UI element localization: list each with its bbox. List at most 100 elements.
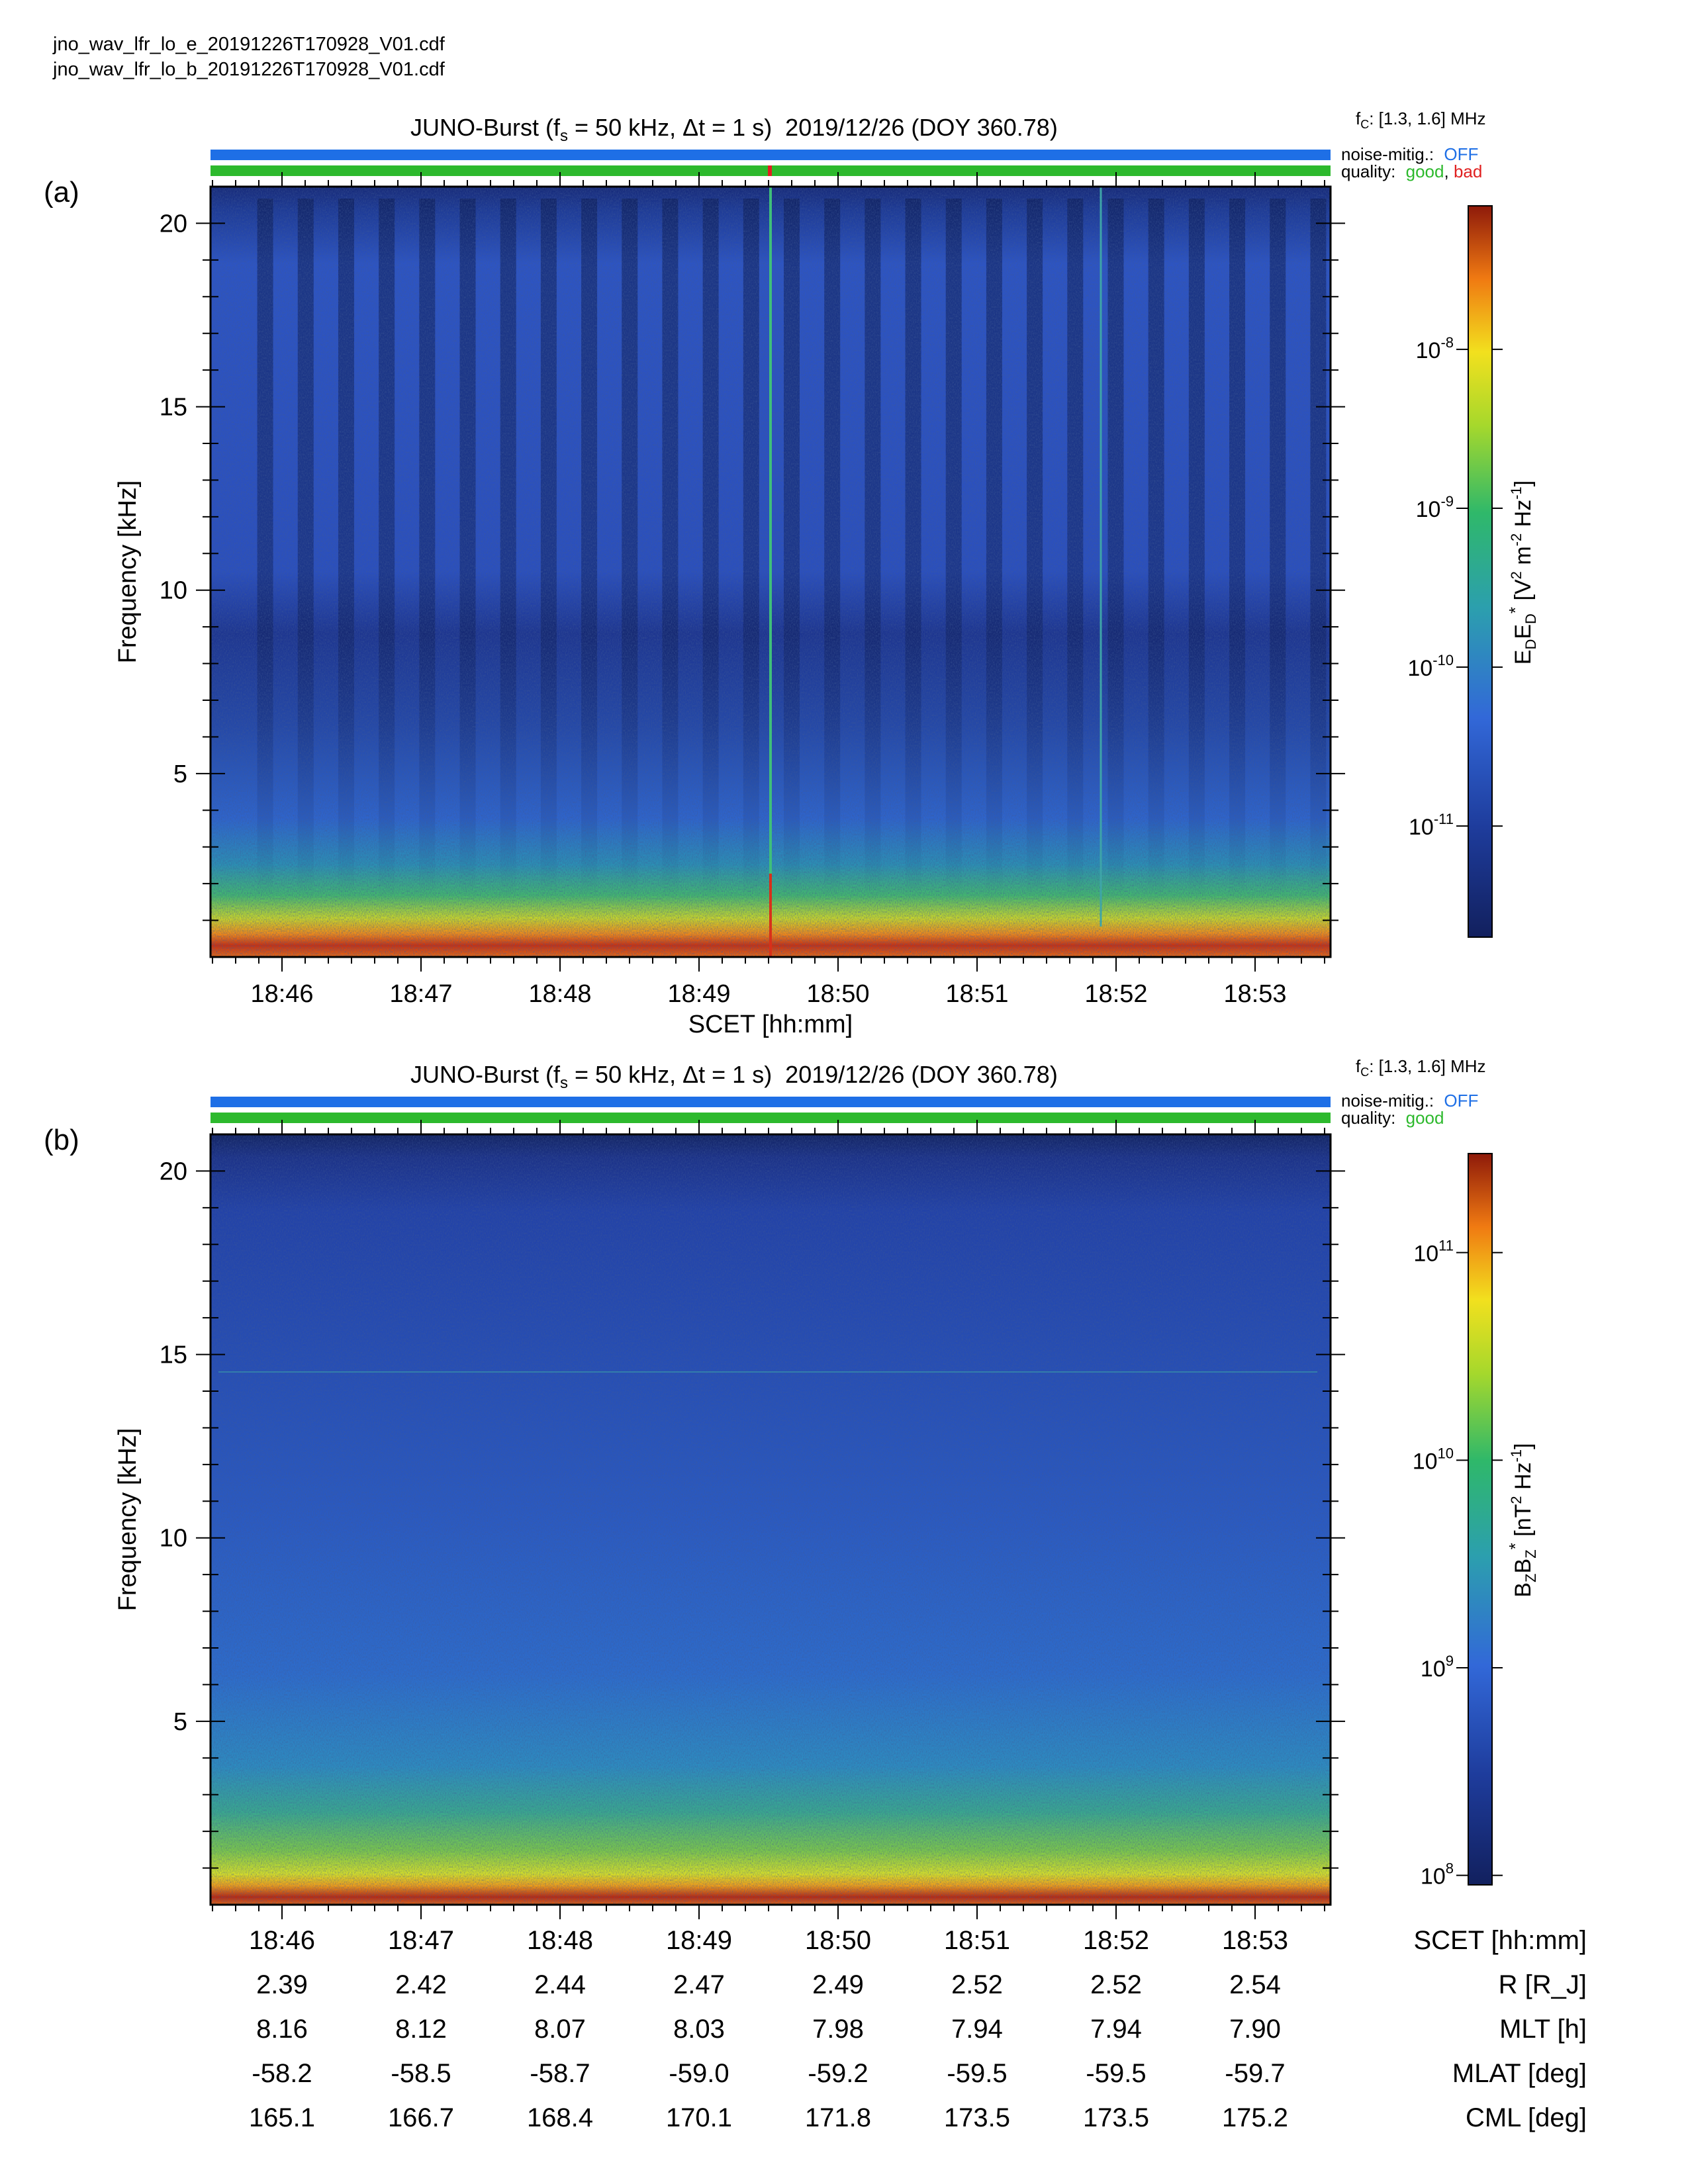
panel-b-quality-bar xyxy=(211,1113,1331,1123)
panel-a-y-axis-label: Frequency [kHz] xyxy=(114,480,142,664)
x-tick-label: 18:47 xyxy=(389,980,452,1008)
x-tick-label: 18:53 xyxy=(1223,980,1286,1008)
quality-bad-label: bad xyxy=(1453,161,1483,181)
ephemeris-value: -59.0 xyxy=(669,2059,729,2088)
ephemeris-value: 18:52 xyxy=(1082,1926,1150,1955)
ephemeris-row: 18:46 18:47 18:48 18:49 18:50 18:51 18:52 18:53… xyxy=(0,1926,1688,1966)
ephemeris-value: 18:46 xyxy=(248,1926,316,1955)
panel-a-colorbar-ticks: 10-8 10-9 10-10 10-11 xyxy=(1407,334,1503,840)
x-tick-label: 18:52 xyxy=(1084,980,1147,1008)
ephemeris-value: 173.5 xyxy=(943,2103,1011,2132)
panel-a-colorbar-bar xyxy=(1468,205,1493,938)
ephemeris-row: 165.1 166.7 168.4 170.1 171.8 173.5 173.5 175.2… xyxy=(0,2103,1688,2143)
panel-b-noise-legend: noise-mitig.: OFF xyxy=(1341,1091,1478,1111)
panel-a-fc-label: fC: [1.3, 1.6] MHz xyxy=(1356,109,1486,132)
ephemeris-value: 7.94 xyxy=(951,2015,1003,2044)
panel-b-plot: 5 10 15 20 xyxy=(160,1120,1345,1919)
noise-mitig-label: noise-mitig.: xyxy=(1341,1091,1434,1111)
panel-a-noise-legend: noise-mitig.: OFF xyxy=(1341,144,1478,165)
colorbar-tick-label: 10-10 xyxy=(1407,652,1454,681)
ephemeris-row-label: MLAT [deg] xyxy=(1452,2059,1587,2088)
ephemeris-table: 18:46 18:47 18:48 18:49 18:50 18:51 18:52 18:53… xyxy=(0,1926,1688,2151)
ephemeris-value: 2.42 xyxy=(395,1970,447,1999)
ephemeris-value: 2.49 xyxy=(812,1970,864,1999)
panel-a-axes: 5 10 15 20 18:46 18:47 18:48 18:49 18:50 18:51 18:… xyxy=(160,172,1345,1008)
panel-a-bad-quality-marker xyxy=(768,165,772,176)
x-tick-label: 18:48 xyxy=(528,980,591,1008)
panel-b-quality-legend: quality: good xyxy=(1341,1108,1444,1128)
ephemeris-row-label: R [R_J] xyxy=(1498,1970,1587,1999)
ephemeris-value: 18:47 xyxy=(387,1926,455,1955)
noise-mitig-value: OFF xyxy=(1444,144,1479,164)
ephemeris-value: 18:50 xyxy=(804,1926,872,1955)
panel-a-colorbar-label: EDED* [V2 m-2 Hz-1] xyxy=(1505,480,1539,664)
y-tick-label: 10 xyxy=(160,577,187,605)
ephemeris-value: 18:49 xyxy=(665,1926,733,1955)
x-tick-label: 18:49 xyxy=(667,980,730,1008)
ephemeris-row: 8.16 8.12 8.07 8.03 7.98 7.94 7.94 7.90 MLT [h] xyxy=(0,2015,1688,2054)
ephemeris-value: 7.94 xyxy=(1090,2015,1142,2044)
colorbar-tick-label: 10-11 xyxy=(1409,811,1454,840)
ephemeris-value: 7.98 xyxy=(812,2015,864,2044)
y-tick-label: 5 xyxy=(173,1708,187,1736)
panel-b-frame xyxy=(209,1133,1332,1906)
ephemeris-value: -59.7 xyxy=(1225,2059,1286,2088)
y-tick-label: 10 xyxy=(160,1525,187,1553)
quality-separator: , xyxy=(1444,161,1449,181)
quality-label: quality: xyxy=(1341,161,1396,181)
panel-a-colorbar: 10-8 10-9 10-10 10-11 xyxy=(1407,205,1503,938)
ephemeris-value: 165.1 xyxy=(248,2103,316,2132)
y-tick-label: 15 xyxy=(160,1342,187,1369)
panel-a-label: (a) xyxy=(44,176,79,208)
ephemeris-value: 18:51 xyxy=(943,1926,1011,1955)
ephemeris-value: 8.12 xyxy=(395,2015,447,2044)
colorbar-tick-label: 10-9 xyxy=(1416,493,1454,522)
y-tick-label: 15 xyxy=(160,394,187,422)
ephemeris-row-label: MLT [h] xyxy=(1499,2015,1587,2044)
ephemeris-value: 7.90 xyxy=(1229,2015,1281,2044)
panel-a-title: JUNO-Burst (fs = 50 kHz, Δt = 1 s) 2019/… xyxy=(410,114,1058,146)
panel-a-quality-bar xyxy=(211,165,1331,176)
colorbar-tick-label: 1010 xyxy=(1413,1445,1454,1474)
panel-b-noise-bar xyxy=(211,1097,1331,1107)
ephemeris-value: 2.54 xyxy=(1229,1970,1281,1999)
noise-mitig-value: OFF xyxy=(1444,1091,1479,1111)
y-tick-label: 20 xyxy=(160,210,187,238)
colorbar-tick-label: 10-8 xyxy=(1416,334,1454,363)
ephemeris-value: -58.2 xyxy=(252,2059,312,2088)
panel-b-label: (b) xyxy=(44,1124,79,1156)
colorbar-tick-label: 108 xyxy=(1421,1860,1454,1889)
panel-b-y-axis-label: Frequency [kHz] xyxy=(114,1428,142,1612)
ephemeris-value: 18:48 xyxy=(526,1926,594,1955)
panel-b-title: JUNO-Burst (fs = 50 kHz, Δt = 1 s) 2019/… xyxy=(410,1061,1058,1093)
panel-b-colorbar-label: BZBZ* [nT2 Hz-1] xyxy=(1505,1443,1539,1597)
colorbar-tick-label: 1011 xyxy=(1413,1238,1454,1267)
ephemeris-value: 8.03 xyxy=(673,2015,725,2044)
ephemeris-value: 170.1 xyxy=(665,2103,733,2132)
panel-b-colorbar-bar xyxy=(1468,1153,1493,1886)
svg-text:EDED* [V2 m-2 Hz-1]: EDED* [V2 m-2 Hz-1] xyxy=(1505,480,1539,664)
ephemeris-row: -58.2 -58.5 -58.7 -59.0 -59.2 -59.5 -59.5 -59.7… xyxy=(0,2059,1688,2099)
ephemeris-value: 2.52 xyxy=(951,1970,1003,1999)
ephemeris-value: 175.2 xyxy=(1221,2103,1289,2132)
ephemeris-row-label: SCET [hh:mm] xyxy=(1413,1926,1587,1955)
ephemeris-row-label: CML [deg] xyxy=(1465,2103,1587,2132)
y-tick-label: 5 xyxy=(173,760,187,788)
ephemeris-value: -59.5 xyxy=(1086,2059,1147,2088)
panel-b-axes: 5 10 15 20 xyxy=(160,1120,1345,1919)
quality-good-label: good xyxy=(1405,1108,1444,1128)
ephemeris-value: 18:53 xyxy=(1221,1926,1289,1955)
x-tick-label: 18:51 xyxy=(945,980,1008,1008)
panel-a-plot: 5 10 15 20 18:46 18:47 18:48 18:49 18:50 18:51 18:… xyxy=(160,172,1345,1008)
panel-a-frame xyxy=(209,185,1332,958)
panel-a-quality-legend: quality: good, bad xyxy=(1341,161,1482,182)
ephemeris-value: -58.7 xyxy=(530,2059,590,2088)
panel-b-colorbar: 1011 1010 109 108 xyxy=(1413,1153,1503,1889)
ephemeris-value: 2.44 xyxy=(534,1970,586,1999)
colorbar-tick-label: 109 xyxy=(1421,1653,1454,1682)
panel-a-x-axis-label: SCET [hh:mm] xyxy=(688,1011,853,1038)
ephemeris-row: 2.39 2.42 2.44 2.47 2.49 2.52 2.52 2.54 R [R_J] xyxy=(0,1970,1688,2010)
ephemeris-value: 2.47 xyxy=(673,1970,725,1999)
y-tick-label: 20 xyxy=(160,1158,187,1185)
